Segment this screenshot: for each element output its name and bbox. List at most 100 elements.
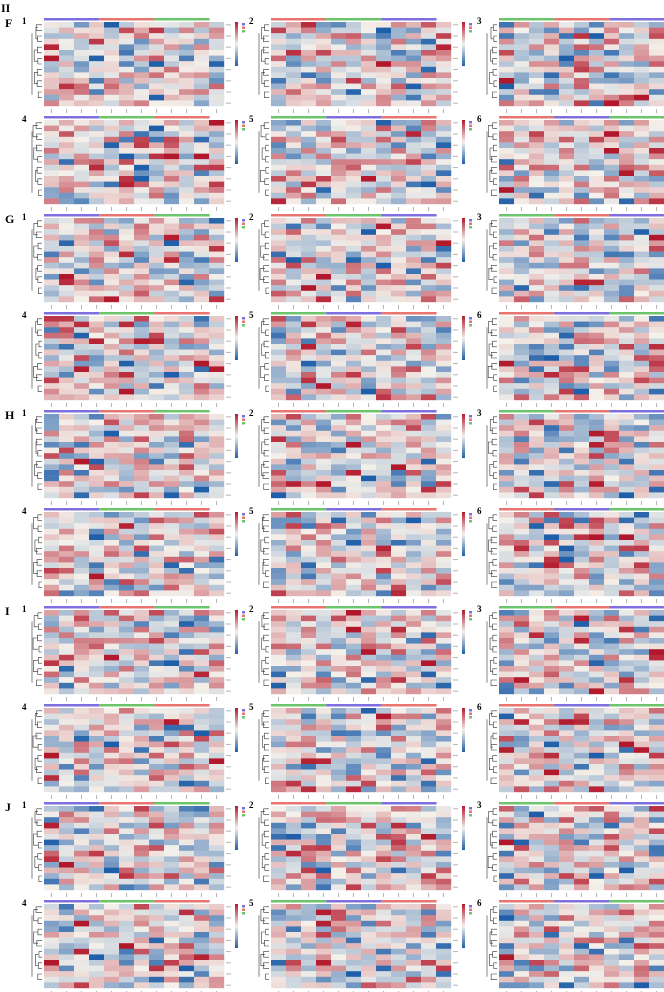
heatmap-cell [361, 136, 377, 143]
heatmap-cell [514, 414, 530, 420]
heatmap-cell [89, 562, 105, 569]
row-label-mark [226, 167, 231, 169]
heatmap-cell [634, 677, 650, 683]
column-label-mark [216, 207, 217, 211]
heatmap-cell [421, 290, 437, 297]
heatmap-cell [499, 349, 515, 356]
heatmap-cell [361, 615, 377, 622]
column-label-mark [201, 403, 202, 407]
panel-number: 1 [22, 408, 27, 418]
heatmap-cell [104, 192, 120, 199]
heatmap-cell [119, 660, 135, 667]
heatmap-cell [119, 590, 135, 597]
heatmap-cell [514, 713, 530, 720]
heatmap-cell [604, 528, 620, 535]
column-label-mark [353, 795, 354, 799]
heatmap-cell [104, 321, 120, 328]
heatmap-cell [499, 590, 515, 597]
heatmap-cell [301, 383, 317, 389]
heatmap-cell [346, 688, 362, 695]
heatmap-cell [209, 610, 225, 616]
heatmap-cell [574, 769, 590, 776]
heatmap-cell [271, 436, 287, 443]
column-label-mark [443, 109, 444, 113]
heatmap-cell [149, 170, 165, 177]
heatmap-cell [544, 610, 560, 616]
heatmap-cell [149, 234, 165, 241]
heatmap-cell [499, 730, 515, 737]
heatmap-cell [376, 131, 392, 137]
heatmap-cell [406, 344, 422, 350]
heatmap-cell [376, 775, 392, 781]
heatmap-cell [589, 573, 605, 580]
column-label-mark [141, 403, 142, 407]
heatmap-cell [514, 321, 530, 328]
row-label-mark [226, 777, 231, 779]
heatmap-cell [514, 545, 530, 552]
heatmap-cell [104, 181, 120, 188]
heatmap-cell [134, 61, 150, 67]
heatmap-cell [44, 332, 60, 339]
heatmap-cell [149, 626, 165, 633]
row-label-mark [226, 122, 231, 124]
heatmap-cell [619, 638, 635, 644]
heatmap-cell [179, 713, 195, 720]
heatmap-cell [44, 780, 60, 787]
heatmap-cell [104, 638, 120, 644]
heatmap-cell [209, 285, 225, 291]
row-label-mark [226, 200, 231, 202]
heatmap-cell [544, 666, 560, 672]
heatmap-cell [164, 758, 180, 765]
heatmap-cell [209, 621, 225, 627]
annotation-bar-segment [326, 312, 382, 315]
heatmap-cell [44, 181, 60, 188]
heatmap-cell [44, 677, 60, 683]
annotation-legend-swatch [242, 513, 245, 516]
heatmap-cell [391, 159, 407, 165]
heatmap-cell [361, 475, 377, 482]
heatmap-cell [391, 786, 407, 793]
heatmap-cell [89, 666, 105, 672]
heatmap-cell [301, 355, 317, 361]
row-label-mark [226, 570, 231, 572]
heatmap-cell [44, 372, 60, 378]
heatmap-cell [634, 360, 650, 367]
heatmap-cell [649, 481, 664, 487]
heatmap-cell [559, 492, 575, 499]
heatmap-cell [164, 279, 180, 286]
heatmap-cell [74, 22, 90, 28]
heatmap-cell [119, 425, 135, 431]
column-label-mark [368, 795, 369, 799]
heatmap-cell [209, 741, 225, 748]
heatmap-cell [604, 430, 620, 437]
heatmap-cell [316, 584, 332, 591]
heatmap-cell [149, 643, 165, 650]
heatmap-cell [514, 621, 530, 627]
heatmap-cell [179, 66, 195, 73]
heatmap-cell [301, 279, 317, 286]
heatmap-cell [164, 61, 180, 67]
heatmap-cell [376, 780, 392, 787]
heatmap-cell [164, 366, 180, 373]
heatmap-cell [316, 38, 332, 45]
heatmap-cell [346, 268, 362, 275]
heatmap-cell [331, 551, 347, 557]
heatmap-cell [619, 240, 635, 247]
heatmap-cell [619, 234, 635, 241]
heatmap-cell [361, 425, 377, 431]
heatmap-cell [391, 671, 407, 678]
heatmap-cell [194, 50, 210, 56]
row-label-mark [226, 298, 231, 300]
heatmap-cell [544, 523, 560, 529]
heatmap-cell [271, 372, 287, 378]
heatmap-cell [574, 372, 590, 378]
heatmap-cell [391, 22, 407, 28]
heatmap-cell [544, 568, 560, 574]
heatmap-cell [634, 218, 650, 224]
heatmap-cell [316, 246, 332, 252]
heatmap-cell [134, 632, 150, 639]
heatmap-cell [164, 120, 180, 126]
heatmap-cell [391, 192, 407, 199]
heatmap-cell [514, 523, 530, 529]
heatmap-cell [271, 568, 287, 574]
